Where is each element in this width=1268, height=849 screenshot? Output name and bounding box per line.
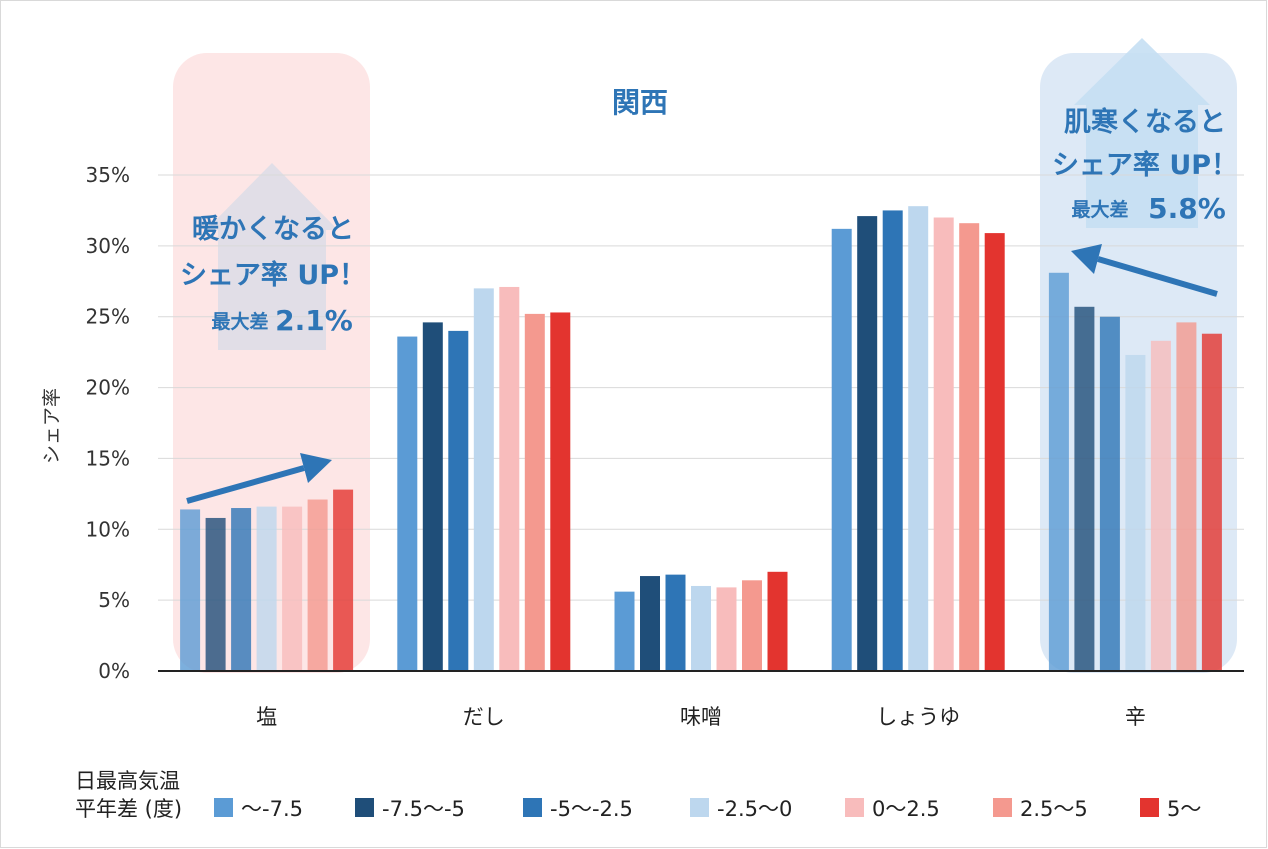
category-label: 辛	[1125, 705, 1146, 729]
bar-2-4	[716, 587, 737, 671]
bar-4-0	[1048, 272, 1069, 671]
legend-title-line2: 平年差 (度)	[75, 797, 182, 821]
legend-swatch	[690, 798, 709, 817]
bar-0-6	[333, 489, 354, 671]
legend-label: -2.5〜0	[717, 797, 792, 821]
bar-0-4	[282, 506, 303, 671]
bar-1-5	[524, 313, 545, 671]
right-annotation-line2: シェア率 UP！	[1052, 149, 1238, 181]
left-annotation-max-diff-label: 最大差	[211, 310, 268, 333]
category-labels: 塩 だし 味噌 しょうゆ 辛	[256, 705, 1146, 729]
bar-1-1	[422, 322, 443, 671]
right-trend-arrow	[1071, 244, 1218, 297]
category-label: 塩	[256, 705, 277, 729]
y-tick-label: 10%	[86, 517, 130, 541]
legend-label: 〜-7.5	[241, 797, 303, 821]
bar-2-3	[691, 585, 711, 671]
right-annotation-max-diff-value: 5.8%	[1148, 192, 1226, 225]
left-annotation-line2: シェア率 UP！	[180, 259, 366, 291]
bar-3-0	[831, 228, 852, 671]
bar-1-3	[473, 288, 494, 671]
bar-2-0	[614, 591, 635, 671]
y-axis-label: シェア率	[41, 388, 63, 464]
legend-label: 5〜	[1167, 797, 1201, 821]
category-label: しょうゆ	[876, 705, 960, 729]
y-tick-label: 5%	[98, 588, 130, 612]
left-up-arrow-shape	[206, 163, 338, 350]
bar-4-2	[1099, 316, 1120, 671]
bar-1-4	[499, 286, 520, 671]
legend-label: -7.5〜-5	[382, 797, 465, 821]
legend-swatch	[993, 798, 1012, 817]
legend-title-line1: 日最高気温	[75, 769, 180, 793]
y-tick-label: 30%	[86, 234, 130, 258]
bar-3-4	[933, 217, 954, 671]
bar-1-2	[448, 330, 469, 671]
y-tick-label: 15%	[86, 446, 130, 470]
bar-3-3	[908, 206, 929, 672]
right-annotation-max-diff-label: 最大差	[1071, 198, 1128, 221]
bar-4-4	[1150, 340, 1171, 671]
legend: 〜-7.5 -7.5〜-5 -5〜-2.5 -2.5〜0 0〜2.5 2.5〜5 5〜	[214, 797, 1201, 821]
legend-label: 0〜2.5	[872, 797, 940, 821]
legend-swatch	[845, 798, 864, 817]
left-trend-arrow	[186, 453, 332, 504]
bar-1-0	[397, 336, 418, 671]
bar-4-3	[1125, 354, 1146, 671]
legend-swatch	[355, 798, 374, 817]
bar-0-1	[205, 517, 226, 671]
legend-swatch	[1140, 798, 1159, 817]
bar-0-0	[180, 509, 201, 671]
bars	[180, 206, 1222, 672]
bar-0-5	[307, 499, 328, 671]
bar-2-1	[640, 576, 660, 671]
legend-label: -5〜-2.5	[550, 797, 633, 821]
bar-3-1	[857, 216, 878, 671]
legend-swatch	[523, 798, 542, 817]
bar-3-6	[984, 233, 1005, 672]
chart-title: 関西	[612, 86, 668, 119]
left-annotation-line1: 暖かくなると	[192, 214, 354, 245]
bar-3-5	[959, 223, 980, 671]
legend-swatch	[214, 798, 233, 817]
bar-3-2	[882, 210, 903, 671]
right-up-arrow-shape	[1074, 38, 1210, 228]
category-label: だし	[463, 705, 505, 729]
bar-4-1	[1074, 306, 1095, 671]
category-label: 味噌	[680, 705, 722, 729]
y-tick-label: 35%	[86, 163, 130, 187]
bar-1-6	[550, 312, 571, 671]
bar-0-3	[256, 506, 277, 671]
y-tick-label: 0%	[98, 659, 130, 683]
left-annotation-max-diff-value: 2.1%	[275, 304, 353, 337]
bar-4-5	[1176, 322, 1197, 671]
bar-2-2	[665, 574, 686, 671]
bar-0-2	[231, 508, 252, 671]
bar-2-6	[767, 571, 788, 671]
bar-2-5	[742, 580, 762, 671]
legend-label: 2.5〜5	[1020, 797, 1088, 821]
y-tick-label: 20%	[86, 376, 130, 400]
bar-4-6	[1201, 333, 1222, 671]
y-tick-label: 25%	[86, 305, 130, 329]
y-tick-labels: 0% 5% 10% 15% 20% 25% 30% 35%	[86, 163, 130, 683]
right-annotation-line1: 肌寒くなると	[1064, 106, 1226, 138]
